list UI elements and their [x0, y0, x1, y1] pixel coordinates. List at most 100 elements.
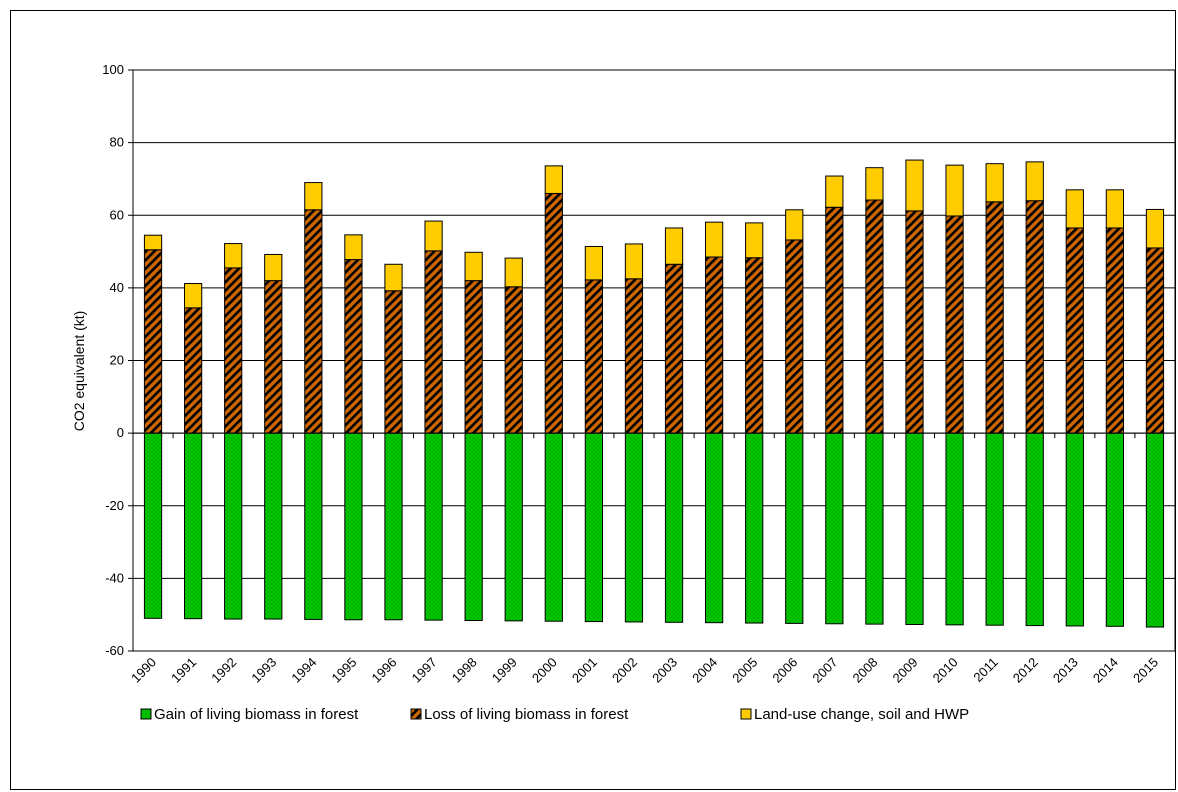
- bar-land-use-change: [424, 220, 443, 252]
- x-tick-label: 2015: [1130, 655, 1161, 686]
- legend-item-gain: Gain of living biomass in forest: [140, 706, 359, 723]
- legend-swatch: [140, 708, 152, 720]
- bar-gain-living-biomass: [464, 432, 483, 621]
- bar-gain-living-biomass: [985, 432, 1004, 626]
- bar-land-use-change: [745, 222, 764, 259]
- legend-label: Gain of living biomass in forest: [154, 706, 359, 723]
- legend: Gain of living biomass in forest Loss of …: [140, 706, 969, 723]
- bars: [143, 159, 1165, 628]
- grid-lines: [128, 69, 1175, 652]
- bar-gain-living-biomass: [865, 432, 884, 625]
- x-tick-label: 1993: [248, 655, 279, 686]
- bar-gain-living-biomass: [1025, 432, 1044, 627]
- bar-loss-living-biomass: [1065, 227, 1084, 434]
- bar-loss-living-biomass: [865, 199, 884, 434]
- bar-land-use-change: [143, 234, 163, 251]
- bar-gain-living-biomass: [304, 432, 323, 620]
- y-tick-label: -20: [105, 498, 124, 513]
- x-tick-label: 1994: [288, 655, 319, 686]
- bar-gain-living-biomass: [785, 432, 804, 624]
- bar-gain-living-biomass: [224, 432, 243, 620]
- legend-item-land-use: Land-use change, soil and HWP: [740, 706, 969, 723]
- x-tick-label: 1990: [128, 655, 159, 686]
- bar-land-use-change: [384, 263, 403, 292]
- bar-loss-living-biomass: [945, 215, 964, 434]
- bar-loss-living-biomass: [1025, 200, 1044, 434]
- x-tick-label: 1992: [208, 655, 239, 686]
- bar-loss-living-biomass: [183, 307, 203, 434]
- bar-land-use-change: [584, 245, 604, 281]
- x-tick-label: 2004: [689, 655, 720, 686]
- bar-loss-living-biomass: [264, 280, 283, 434]
- bar-land-use-change: [464, 251, 483, 282]
- bar-gain-living-biomass: [183, 432, 203, 620]
- bar-land-use-change: [865, 167, 884, 201]
- bar-loss-living-biomass: [785, 239, 804, 434]
- bar-loss-living-biomass: [1145, 247, 1165, 434]
- y-tick-label: -60: [105, 643, 124, 658]
- bar-gain-living-biomass: [945, 432, 964, 626]
- legend-label: Land-use change, soil and HWP: [754, 706, 969, 723]
- axes: [132, 70, 1176, 651]
- legend-swatch: [740, 708, 752, 720]
- x-tick-label: 2011: [970, 655, 1000, 685]
- y-tick-label: 40: [110, 280, 124, 295]
- x-tick-label: 1991: [168, 655, 199, 686]
- bar-loss-living-biomass: [504, 286, 523, 434]
- bar-loss-living-biomass: [384, 290, 403, 434]
- bar-land-use-change: [544, 165, 563, 194]
- y-tick-labels: -60 -40 -20 0 20 40 60 80 100: [102, 62, 124, 658]
- x-tick-label: 2013: [1050, 655, 1081, 686]
- bar-land-use-change: [344, 234, 363, 261]
- y-tick-label: 80: [110, 135, 124, 150]
- x-tick-label: 2009: [890, 655, 921, 686]
- x-tick-label: 1999: [489, 655, 520, 686]
- bar-land-use-change: [945, 164, 964, 217]
- bar-land-use-change: [1145, 208, 1165, 249]
- y-tick-label: 60: [110, 207, 124, 222]
- bar-loss-living-biomass: [905, 210, 924, 434]
- legend-label: Loss of living biomass in forest: [424, 706, 629, 723]
- bar-land-use-change: [825, 175, 844, 208]
- x-tick-label: 2008: [849, 655, 880, 686]
- x-tick-label: 2002: [609, 655, 640, 686]
- bar-gain-living-biomass: [504, 432, 523, 622]
- y-tick-label: -40: [105, 570, 124, 585]
- bar-loss-living-biomass: [1105, 227, 1125, 434]
- bar-loss-living-biomass: [745, 257, 764, 434]
- y-tick-label: 0: [117, 425, 124, 440]
- y-axis-label: CO2 equivalent (kt): [71, 311, 87, 432]
- bar-loss-living-biomass: [704, 256, 724, 434]
- bar-loss-living-biomass: [344, 259, 363, 434]
- bar-loss-living-biomass: [584, 279, 604, 434]
- bar-loss-living-biomass: [464, 280, 483, 434]
- bar-land-use-change: [183, 283, 203, 309]
- x-tick-label: 2014: [1090, 655, 1121, 686]
- x-tick-label: 2001: [569, 655, 600, 686]
- x-tick-labels: 1990 1991 1992 1993 1994 1995 1996 1997 1998 1999…: [128, 655, 1161, 686]
- bar-gain-living-biomass: [143, 432, 163, 619]
- bar-gain-living-biomass: [1145, 432, 1165, 628]
- bar-gain-living-biomass: [264, 432, 283, 620]
- bar-loss-living-biomass: [424, 250, 443, 434]
- legend-swatch: [410, 708, 422, 720]
- y-tick-label: 100: [102, 62, 124, 77]
- bar-gain-living-biomass: [704, 432, 724, 624]
- bar-land-use-change: [985, 163, 1004, 203]
- x-tick-label: 1998: [449, 655, 480, 686]
- bar-gain-living-biomass: [745, 432, 764, 624]
- x-tick-label: 2006: [769, 655, 800, 686]
- bar-loss-living-biomass: [985, 201, 1004, 434]
- bar-land-use-change: [1105, 189, 1125, 229]
- bar-land-use-change: [785, 209, 804, 241]
- bar-gain-living-biomass: [905, 432, 924, 625]
- x-tick-label: 1995: [328, 655, 359, 686]
- bar-gain-living-biomass: [544, 432, 563, 622]
- bar-loss-living-biomass: [664, 263, 684, 434]
- bar-gain-living-biomass: [624, 432, 644, 623]
- bar-land-use-change: [504, 257, 523, 288]
- bar-land-use-change: [264, 253, 283, 282]
- x-tick-label: 2003: [649, 655, 680, 686]
- x-tick-label: 2005: [729, 655, 760, 686]
